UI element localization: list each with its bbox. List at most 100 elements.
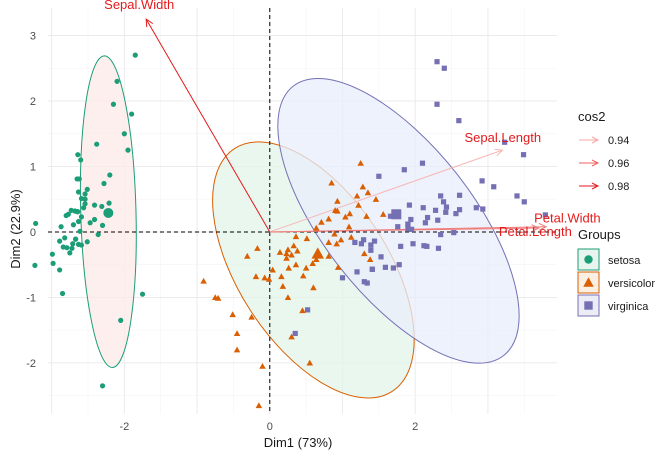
point-versicolor <box>379 211 387 217</box>
point-virginica <box>420 205 426 211</box>
point-versicolor <box>309 260 316 266</box>
point-versicolor <box>303 235 311 242</box>
point-setosa <box>99 383 106 389</box>
point-setosa <box>106 200 112 206</box>
point-versicolor <box>279 283 287 289</box>
point-versicolor <box>353 192 361 199</box>
point-virginica <box>502 139 508 145</box>
point-versicolor <box>347 233 355 240</box>
point-setosa <box>57 267 63 273</box>
point-setosa <box>69 245 75 251</box>
point-setosa <box>110 101 117 107</box>
arrow-petal-length <box>269 227 539 233</box>
group-legend-label: setosa <box>608 255 641 267</box>
point-versicolor <box>342 213 349 220</box>
point-versicolor <box>248 313 255 320</box>
point-versicolor <box>355 201 362 208</box>
point-virginica <box>368 247 374 253</box>
point-virginica <box>473 205 479 211</box>
point-versicolor <box>285 264 292 271</box>
point-versicolor <box>252 273 260 280</box>
point-virginica <box>382 264 388 270</box>
point-virginica <box>521 199 527 205</box>
point-virginica <box>456 118 462 124</box>
point-versicolor <box>334 264 342 270</box>
centroid-setosa <box>103 207 114 218</box>
point-setosa <box>139 291 146 297</box>
arrowhead-petal-length <box>531 224 540 233</box>
point-versicolor <box>288 333 295 340</box>
point-versicolor <box>292 261 300 268</box>
cos2-legend-label: 0.98 <box>608 181 629 193</box>
point-setosa <box>59 290 66 297</box>
point-virginica <box>358 241 364 247</box>
group-legend-key-triangle <box>583 277 594 287</box>
point-virginica <box>434 59 440 65</box>
point-virginica <box>354 269 360 275</box>
cos2-legend-items: 0.94 0.96 0.98 <box>579 135 629 193</box>
point-virginica <box>401 167 407 173</box>
point-virginica <box>368 242 374 248</box>
point-setosa <box>129 111 135 117</box>
arrowhead-sepal-length <box>494 148 504 157</box>
point-setosa <box>99 222 106 229</box>
point-setosa <box>84 186 90 192</box>
point-setosa <box>114 78 120 84</box>
point-versicolor <box>269 266 276 273</box>
point-versicolor <box>302 264 310 271</box>
point-setosa <box>57 238 63 244</box>
point-setosa <box>67 250 73 256</box>
point-setosa <box>73 236 79 242</box>
point-versicolor <box>284 246 292 253</box>
group-legend-item-versicolor: versicolor <box>577 271 655 294</box>
point-setosa <box>84 239 90 245</box>
groups-legend: Groups setosa versicolor virginica <box>577 227 655 317</box>
cos2-legend-item: 0.98 <box>579 181 629 193</box>
point-versicolor <box>229 311 236 318</box>
group-ellipses <box>79 55 520 399</box>
point-versicolor <box>276 249 284 255</box>
point-virginica <box>410 241 416 247</box>
point-versicolor <box>364 189 372 196</box>
cos2-legend-item: 0.94 <box>579 135 629 147</box>
point-setosa <box>32 262 38 268</box>
group-centroids <box>103 207 402 259</box>
point-virginica <box>419 160 426 166</box>
point-versicolor <box>359 183 367 190</box>
point-virginica <box>364 280 370 286</box>
point-virginica <box>520 152 527 158</box>
arrowhead-petal-width <box>538 222 548 231</box>
point-versicolor <box>318 218 325 225</box>
point-virginica <box>443 204 450 210</box>
y-tick-label: -1 <box>26 292 36 304</box>
point-virginica <box>435 245 442 251</box>
point-virginica <box>408 216 414 223</box>
group-legend-key-circle <box>584 255 593 264</box>
point-virginica <box>421 243 427 249</box>
point-virginica <box>438 193 444 199</box>
variable-label-petal-width: Petal.Width <box>534 211 600 226</box>
point-versicolor <box>278 273 285 280</box>
point-virginica <box>398 243 404 249</box>
point-virginica <box>424 214 431 221</box>
point-virginica <box>456 192 463 198</box>
point-virginica <box>390 265 396 271</box>
point-versicolor <box>214 294 222 301</box>
point-versicolor <box>243 252 251 259</box>
point-virginica <box>479 178 485 184</box>
x-tick-label: -2 <box>119 421 129 433</box>
x-tick-label: 2 <box>412 421 418 433</box>
point-virginica <box>432 207 439 213</box>
point-virginica <box>395 224 401 230</box>
group-legend-label: virginica <box>608 301 649 313</box>
point-virginica <box>453 211 459 217</box>
point-versicolor <box>283 250 290 257</box>
x-tick-labels: -2 0 2 <box>119 421 418 433</box>
point-virginica <box>424 243 430 249</box>
cos2-legend-item: 0.96 <box>579 158 629 170</box>
point-setosa <box>82 191 88 197</box>
point-virginica <box>514 193 520 199</box>
point-setosa <box>65 211 71 217</box>
point-virginica <box>422 220 428 226</box>
